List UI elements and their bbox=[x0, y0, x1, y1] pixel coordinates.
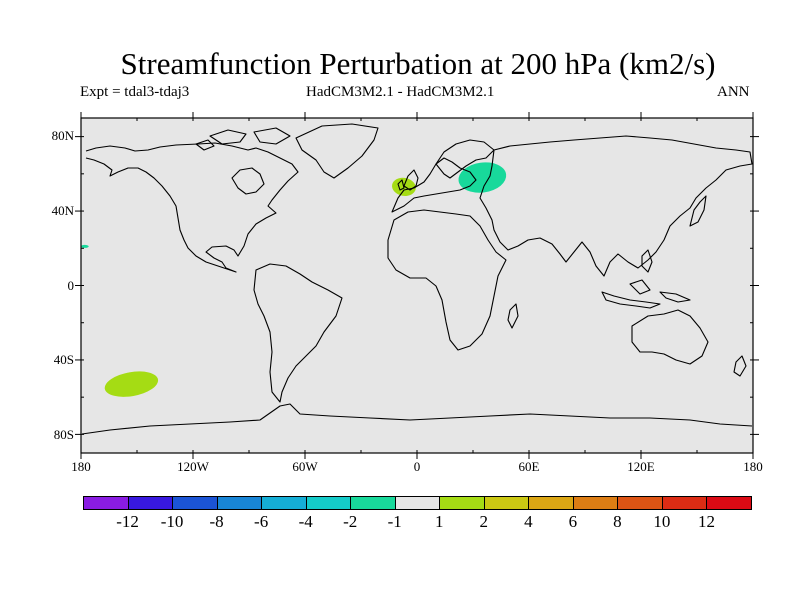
colorbar-swatch bbox=[483, 496, 530, 510]
axis-ticks bbox=[75, 112, 759, 459]
coastline-south-america bbox=[253, 263, 343, 403]
lon-tick-0: 0 bbox=[413, 459, 421, 474]
colorbar-label: 2 bbox=[479, 512, 489, 531]
colorbar-swatch bbox=[172, 496, 218, 510]
colorbar-label: 4 bbox=[524, 512, 533, 531]
colorbar-label: 1 bbox=[435, 512, 444, 531]
colorbar-swatch bbox=[83, 496, 129, 510]
coastline-british-isles bbox=[397, 169, 419, 191]
colorbar-swatch bbox=[661, 496, 708, 510]
colorbar-swatch bbox=[216, 496, 263, 510]
coastline-asia bbox=[479, 135, 753, 277]
coastline-japan bbox=[689, 195, 707, 227]
colorbar-label: -8 bbox=[209, 512, 224, 531]
coastline-new-zealand bbox=[733, 355, 747, 377]
colorbar-swatch bbox=[350, 496, 396, 510]
coastline-philippines bbox=[641, 249, 653, 273]
colorbar-label: -1 bbox=[387, 512, 402, 531]
anomaly-patch bbox=[80, 244, 89, 248]
colorbar-swatch bbox=[706, 496, 752, 510]
coastline-arctic-islands bbox=[195, 127, 291, 151]
map-background bbox=[81, 118, 753, 453]
colorbar-swatch bbox=[261, 496, 307, 510]
colorbar-label: 10 bbox=[653, 512, 671, 531]
lon-tick-180e: 180 bbox=[743, 459, 763, 474]
lon-tick-120w: 120W bbox=[177, 459, 209, 474]
lon-tick-180w: 180 bbox=[71, 459, 91, 474]
lat-tick-0: 0 bbox=[67, 278, 75, 293]
coastline-greenland bbox=[295, 123, 379, 179]
lat-tick-40s: 40S bbox=[53, 352, 74, 367]
lat-tick-80s: 80S bbox=[53, 427, 74, 442]
colorbar-swatch bbox=[305, 496, 352, 510]
lat-tick-80n: 80N bbox=[51, 128, 74, 143]
plot-title: Streamfunction Perturbation at 200 hPa (… bbox=[120, 46, 716, 81]
lon-tick-60e: 60E bbox=[518, 459, 540, 474]
colorbar-label: -4 bbox=[298, 512, 313, 531]
lat-tick-40n: 40N bbox=[51, 203, 74, 218]
colorbar-label: -12 bbox=[116, 512, 139, 531]
lon-tick-60w: 60W bbox=[292, 459, 318, 474]
lon-tick-120e: 120E bbox=[627, 459, 655, 474]
coastline-antarctica bbox=[81, 403, 753, 435]
anomaly-patch bbox=[104, 371, 159, 397]
colorbar-swatch bbox=[394, 496, 441, 510]
colorbar-label: 6 bbox=[568, 512, 578, 531]
experiment-label: Expt = tdal3-tdaj3 bbox=[80, 84, 190, 100]
colorbar-swatch bbox=[528, 496, 574, 510]
season-label: ANN bbox=[717, 84, 750, 100]
colorbar-swatch bbox=[617, 496, 663, 510]
coastline-madagascar bbox=[507, 303, 519, 329]
coastline-africa bbox=[387, 209, 507, 351]
coastline-indonesia bbox=[601, 279, 691, 309]
colorbar-swatch bbox=[127, 496, 174, 510]
colorbar-label: -6 bbox=[254, 512, 269, 531]
coastlines bbox=[81, 123, 753, 435]
colorbar-label: -2 bbox=[343, 512, 358, 531]
coastline-hudson-bay bbox=[231, 167, 265, 195]
coastline-north-america bbox=[85, 142, 299, 273]
colorbar-swatch bbox=[572, 496, 619, 510]
coastline-australia bbox=[631, 309, 709, 365]
coastline-scandinavia bbox=[435, 139, 495, 179]
colorbar-label: 8 bbox=[613, 512, 622, 531]
model-label: HadCM3M2.1 - HadCM3M2.1 bbox=[306, 84, 495, 100]
coastline-europe bbox=[391, 157, 477, 213]
colorbar-swatch bbox=[439, 496, 485, 510]
colorbar-label: 12 bbox=[697, 512, 715, 531]
colorbar-label: -10 bbox=[160, 512, 184, 531]
